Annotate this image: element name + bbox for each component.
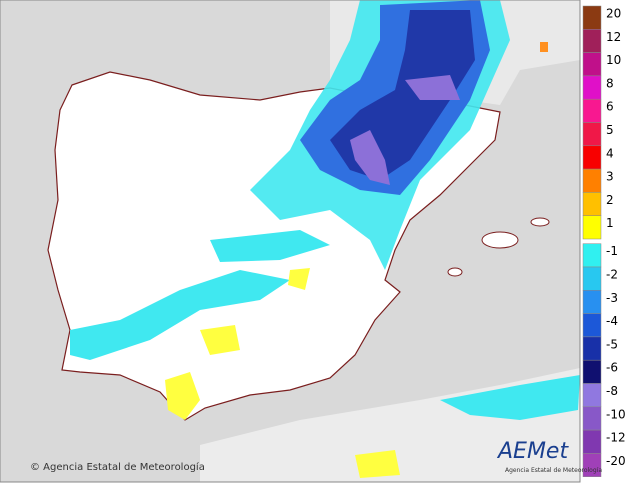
legend-label: 3 [606, 170, 614, 184]
legend: 20 12 10 8 6 5 4 3 2 1 -1 -2 -3 -4 -5 -6 -8 -10 -12 -20 [582, 5, 626, 477]
legend-swatch [582, 168, 602, 193]
legend-swatch [582, 429, 602, 454]
legend-label: -5 [606, 337, 618, 351]
legend-swatch [582, 336, 602, 361]
anomaly-cyan-africa [440, 375, 580, 420]
legend-swatch [582, 406, 602, 431]
legend-swatch [582, 122, 602, 147]
ibiza [447, 267, 463, 277]
legend-swatch [582, 215, 602, 240]
legend-label: -6 [606, 361, 618, 375]
legend-label: 2 [606, 193, 614, 207]
logo: AEMet [496, 439, 569, 464]
legend-swatch [582, 29, 602, 53]
legend-label: 20 [606, 7, 621, 21]
legend-swatch [582, 243, 602, 268]
legend-swatch [582, 75, 602, 100]
legend-swatch [582, 5, 602, 30]
legend-label: -1 [606, 244, 618, 258]
anomaly-yellow [165, 268, 400, 478]
legend-label: 6 [606, 100, 614, 114]
legend-swatch [582, 313, 602, 338]
map-frame [0, 0, 581, 483]
legend-swatch [582, 98, 602, 123]
legend-label: 8 [606, 76, 614, 90]
anomaly-cyan-south [70, 230, 330, 360]
legend-swatch [582, 290, 602, 314]
legend-swatch [582, 192, 602, 216]
legend-label: -12 [606, 431, 626, 445]
legend-label: -3 [606, 291, 618, 305]
anomaly-purple [350, 75, 460, 185]
legend-label: 4 [606, 146, 614, 160]
legend-label: -10 [606, 407, 626, 421]
legend-label: -4 [606, 314, 618, 328]
legend-label: 5 [606, 123, 614, 137]
legend-label: -20 [606, 454, 626, 468]
legend-swatch [582, 453, 602, 477]
legend-label: 12 [606, 30, 621, 44]
mallorca [481, 231, 519, 249]
copyright: © Agencia Estatal de Meteorología [30, 461, 205, 473]
legend-swatch [582, 359, 602, 384]
logo-subtitle: Agencia Estatal de Meteorología [505, 467, 602, 474]
legend-label: -2 [606, 268, 618, 282]
menorca [530, 217, 550, 227]
legend-swatch [582, 383, 602, 408]
legend-label: -8 [606, 384, 618, 398]
legend-swatch [582, 52, 602, 77]
legend-label: 1 [606, 216, 614, 230]
legend-swatch [582, 145, 602, 170]
legend-label: 10 [606, 53, 621, 67]
legend-swatch [582, 266, 602, 291]
anomaly-orange [540, 42, 548, 52]
